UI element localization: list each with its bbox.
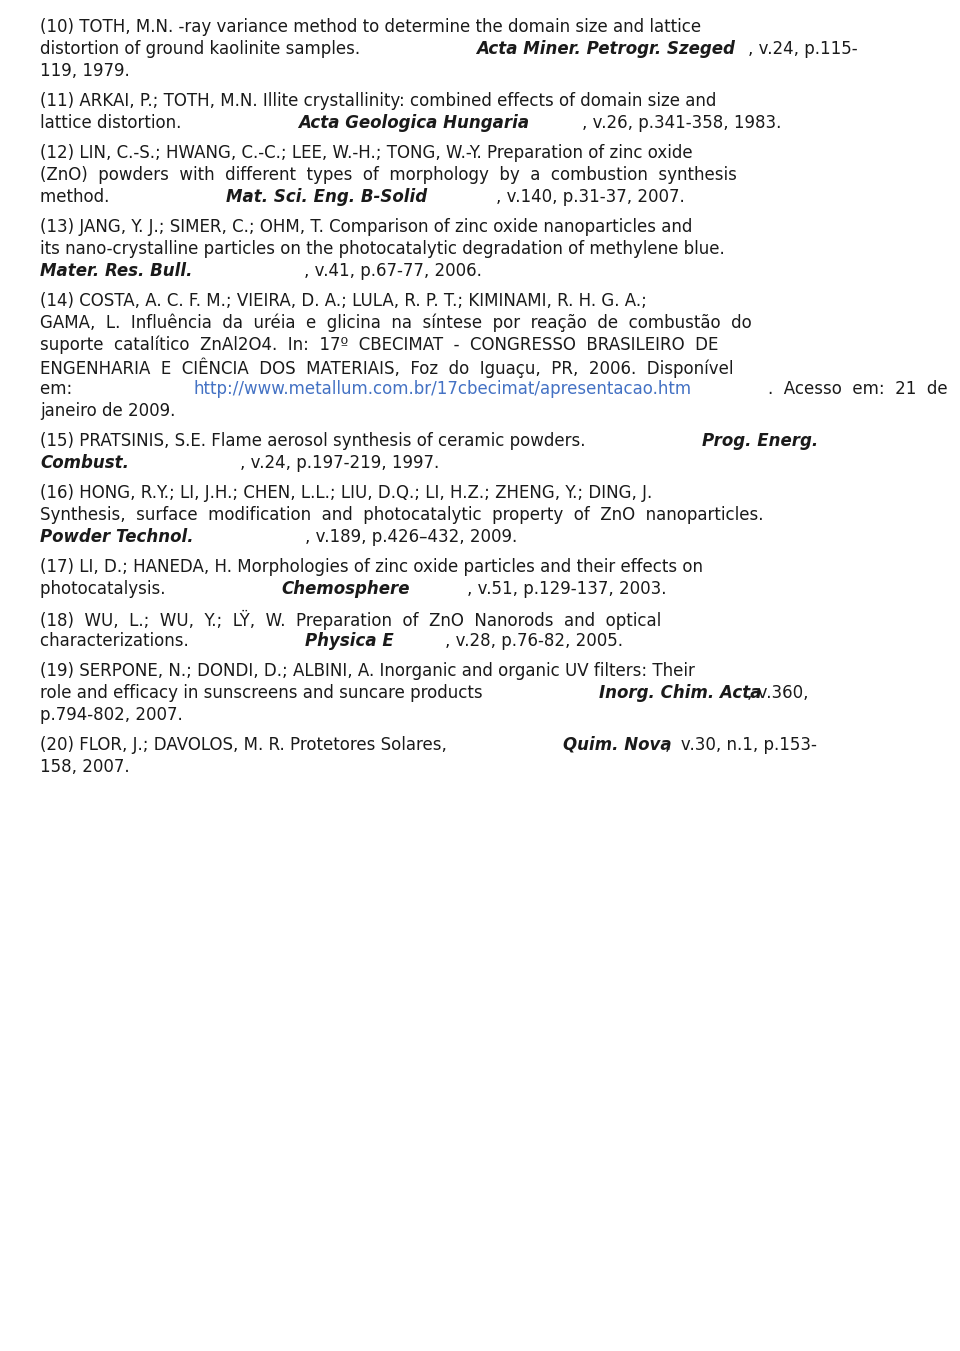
Text: Mater. Res. Bull.: Mater. Res. Bull. <box>40 262 193 280</box>
Text: suporte  catalítico  ZnAl2O4.  In:  17º  CBECIMAT  -  CONGRESSO  BRASILEIRO  DE: suporte catalítico ZnAl2O4. In: 17º CBEC… <box>40 336 718 354</box>
Text: p.794-802, 2007.: p.794-802, 2007. <box>40 707 182 724</box>
Text: , v.189, p.426–432, 2009.: , v.189, p.426–432, 2009. <box>304 528 516 546</box>
Text: photocatalysis.: photocatalysis. <box>40 580 171 598</box>
Text: http://www.metallum.com.br/17cbecimat/apresentacao.htm: http://www.metallum.com.br/17cbecimat/ap… <box>194 380 692 399</box>
Text: distortion of ground kaolinite samples.: distortion of ground kaolinite samples. <box>40 41 366 58</box>
Text: , v.24, p.197-219, 1997.: , v.24, p.197-219, 1997. <box>240 454 440 471</box>
Text: Combust.: Combust. <box>40 454 129 471</box>
Text: Inorg. Chim. Acta: Inorg. Chim. Acta <box>599 684 761 703</box>
Text: Acta Miner. Petrogr. Szeged: Acta Miner. Petrogr. Szeged <box>476 41 735 58</box>
Text: Physica E: Physica E <box>305 632 394 650</box>
Text: .  Acesso  em:  21  de: . Acesso em: 21 de <box>768 380 948 399</box>
Text: lattice distortion.: lattice distortion. <box>40 113 186 132</box>
Text: , v.140, p.31-37, 2007.: , v.140, p.31-37, 2007. <box>496 188 684 205</box>
Text: (18)  WU,  L.;  WU,  Y.;  LŸ,  W.  Preparation  of  ZnO  Nanorods  and  optical: (18) WU, L.; WU, Y.; LŸ, W. Preparation … <box>40 611 661 630</box>
Text: Prog. Energ.: Prog. Energ. <box>702 432 818 450</box>
Text: 119, 1979.: 119, 1979. <box>40 62 130 80</box>
Text: , v.41, p.67-77, 2006.: , v.41, p.67-77, 2006. <box>303 262 481 280</box>
Text: (ZnO)  powders  with  different  types  of  morphology  by  a  combustion  synth: (ZnO) powders with different types of mo… <box>40 166 737 184</box>
Text: (10) TOTH, M.N. -ray variance method to determine the domain size and lattice: (10) TOTH, M.N. -ray variance method to … <box>40 18 701 36</box>
Text: (12) LIN, C.-S.; HWANG, C.-C.; LEE, W.-H.; TONG, W.-Y. Preparation of zinc oxide: (12) LIN, C.-S.; HWANG, C.-C.; LEE, W.-H… <box>40 145 692 162</box>
Text: 158, 2007.: 158, 2007. <box>40 758 130 775</box>
Text: Powder Technol.: Powder Technol. <box>40 528 194 546</box>
Text: , v.26, p.341-358, 1983.: , v.26, p.341-358, 1983. <box>582 113 781 132</box>
Text: (13) JANG, Y. J.; SIMER, C.; OHM, T. Comparison of zinc oxide nanoparticles and: (13) JANG, Y. J.; SIMER, C.; OHM, T. Com… <box>40 218 692 236</box>
Text: (11) ARKAI, P.; TOTH, M.N. Illite crystallinity: combined effects of domain size: (11) ARKAI, P.; TOTH, M.N. Illite crysta… <box>40 92 716 109</box>
Text: (16) HONG, R.Y.; LI, J.H.; CHEN, L.L.; LIU, D.Q.; LI, H.Z.; ZHENG, Y.; DING, J.: (16) HONG, R.Y.; LI, J.H.; CHEN, L.L.; L… <box>40 484 652 503</box>
Text: Quim. Nova: Quim. Nova <box>564 736 672 754</box>
Text: method.: method. <box>40 188 114 205</box>
Text: (14) COSTA, A. C. F. M.; VIEIRA, D. A.; LULA, R. P. T.; KIMINAMI, R. H. G. A.;: (14) COSTA, A. C. F. M.; VIEIRA, D. A.; … <box>40 292 647 309</box>
Text: ,  v.30, n.1, p.153-: , v.30, n.1, p.153- <box>665 736 817 754</box>
Text: Chemosphere: Chemosphere <box>281 580 410 598</box>
Text: Mat. Sci. Eng. B-Solid: Mat. Sci. Eng. B-Solid <box>226 188 427 205</box>
Text: , v.51, p.129-137, 2003.: , v.51, p.129-137, 2003. <box>467 580 666 598</box>
Text: em:: em: <box>40 380 83 399</box>
Text: (19) SERPONE, N.; DONDI, D.; ALBINI, A. Inorganic and organic UV filters: Their: (19) SERPONE, N.; DONDI, D.; ALBINI, A. … <box>40 662 695 680</box>
Text: GAMA,  L.  Influência  da  uréia  e  glicina  na  síntese  por  reação  de  comb: GAMA, L. Influência da uréia e glicina n… <box>40 313 752 332</box>
Text: , v.24, p.115-: , v.24, p.115- <box>748 41 857 58</box>
Text: role and efficacy in sunscreens and suncare products: role and efficacy in sunscreens and sunc… <box>40 684 488 703</box>
Text: ENGENHARIA  E  CIÊNCIA  DOS  MATERIAIS,  Foz  do  Iguaçu,  PR,  2006.  Disponíve: ENGENHARIA E CIÊNCIA DOS MATERIAIS, Foz … <box>40 358 733 378</box>
Text: (15) PRATSINIS, S.E. Flame aerosol synthesis of ceramic powders.: (15) PRATSINIS, S.E. Flame aerosol synth… <box>40 432 590 450</box>
Text: (20) FLOR, J.; DAVOLOS, M. R. Protetores Solares,: (20) FLOR, J.; DAVOLOS, M. R. Protetores… <box>40 736 452 754</box>
Text: , v.360,: , v.360, <box>747 684 808 703</box>
Text: its nano-crystalline particles on the photocatalytic degradation of methylene bl: its nano-crystalline particles on the ph… <box>40 240 725 258</box>
Text: characterizations.: characterizations. <box>40 632 194 650</box>
Text: , v.28, p.76-82, 2005.: , v.28, p.76-82, 2005. <box>445 632 623 650</box>
Text: Acta Geologica Hungaria: Acta Geologica Hungaria <box>298 113 529 132</box>
Text: Synthesis,  surface  modification  and  photocatalytic  property  of  ZnO  nanop: Synthesis, surface modification and phot… <box>40 507 763 524</box>
Text: janeiro de 2009.: janeiro de 2009. <box>40 403 176 420</box>
Text: (17) LI, D.; HANEDA, H. Morphologies of zinc oxide particles and their effects o: (17) LI, D.; HANEDA, H. Morphologies of … <box>40 558 703 576</box>
